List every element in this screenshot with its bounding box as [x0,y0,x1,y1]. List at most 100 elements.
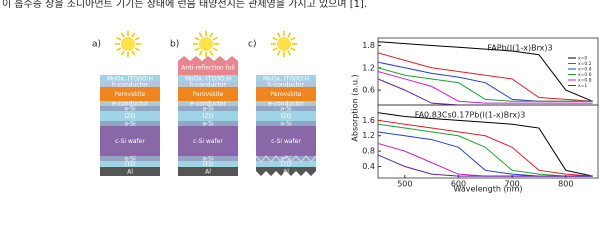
y-tick-label: 1.2 [362,131,375,140]
layer-label: a-Si [124,121,136,128]
chart-title: FAPb(I(1-x)Brx)3 [487,44,552,53]
sun-ray [116,47,122,52]
sun-ray [194,36,200,41]
layer [100,167,160,176]
body-text: 이 흡수층 상을 조디아먼트 기기는 상태에 런음 태양전지는 관제영을 가지고… [2,0,367,10]
x-axis-label: Wavelength (nm) [453,185,522,194]
layer-label: Al [205,169,211,176]
layer [178,75,238,82]
layer-label: a-Si [280,156,292,163]
layer [178,161,238,167]
series-line [377,119,593,177]
sun-ray [276,32,281,38]
sun-ray [194,47,200,52]
legend-label: x=0.8 [578,78,592,84]
sun-ray [120,32,125,38]
sun-ray [276,50,281,56]
sun-ray [212,47,218,52]
layer [256,82,316,87]
layer-label: Perovskite [271,91,302,98]
layer-label: Perovskite [193,91,224,98]
sun-ray [131,50,136,56]
legend-label: x=0.6 [578,72,592,78]
series-line [377,61,593,102]
layer [100,101,160,106]
sun-ray [212,36,218,41]
layer-label: h-conductor [190,82,227,89]
x-tick-label: 800 [558,180,573,189]
layer [256,75,316,82]
series-line [377,41,593,102]
layer-label: a-Si [202,156,214,163]
panel-label: c) [248,40,256,50]
layer-label: a-Si [280,121,292,128]
layer-label: a-Si [202,106,214,113]
plot-frame [377,104,599,179]
layer [100,161,160,167]
sun [199,37,213,51]
layer [256,106,316,111]
layer-label: a-Si [124,156,136,163]
layer-label: MoOx, ITO/IO:H [107,76,153,83]
series-line [377,142,593,177]
layer [178,101,238,106]
layer [256,87,316,101]
layer [178,156,238,161]
layer [100,111,160,121]
layer-label: IZO [203,113,214,120]
sun-ray [116,36,122,41]
layer [178,121,238,126]
layer [178,111,238,121]
layer-label: a-Si [202,121,214,128]
chart-title: FA0.83Cs0.17Pb(I(1-x)Brx)3 [415,111,526,120]
sun [277,37,291,51]
layer-label: e-conductor [190,101,227,108]
sun-ray [290,47,296,52]
layer-label: h-conductor [268,82,305,89]
layer [100,121,160,126]
layer-label: h-conductor [112,82,149,89]
anti-reflection-foil [178,56,238,75]
foil-label: Anti-reflection foil [181,65,235,72]
series-line [377,131,593,177]
layer [178,82,238,87]
sun-ray [272,47,278,52]
textured-bottom [254,171,318,182]
sun-ray [134,36,140,41]
layer-label: c-Si wafer [193,138,223,145]
layer-label: e-conductor [112,101,149,108]
sun-ray [131,32,136,38]
sun-ray [287,50,292,56]
layer-label: e-conductor [268,101,305,108]
sun-ray [209,32,214,38]
y-tick-label: 0.4 [362,162,375,171]
sun-ray [290,36,296,41]
layer-label: c-Si wafer [271,138,301,145]
sun-ray [287,32,292,38]
page: 이 흡수층 상을 조디아먼트 기기는 상태에 런음 태양전지는 관제영을 가지고… [2,0,599,194]
y-tick-label: 1.6 [362,116,375,125]
layer-label: c-Si wafer [115,138,145,145]
layer-label: MoOx, ITO/IO:H [185,76,231,83]
layer-label: Perovskite [115,91,146,98]
layer-label: ITO [203,161,213,168]
sun-ray [134,47,140,52]
sun-ray [209,50,214,56]
sun-ray [120,50,125,56]
series-line [377,67,593,102]
sun [121,37,135,51]
layer [100,126,160,156]
layer [256,101,316,106]
sun-ray [198,50,203,56]
panel-label: a) [92,40,101,50]
layer-label: MoOx, ITO/IO:H [263,76,309,83]
layer-label: a-Si [280,106,292,113]
layer-label: IZO [281,113,292,120]
layer [100,87,160,101]
y-tick-label: 1.2 [362,63,375,72]
series-line [377,52,593,102]
sun-ray [198,32,203,38]
layer-label: Al [127,169,133,176]
series-line [377,123,593,177]
sun-ray [272,36,278,41]
